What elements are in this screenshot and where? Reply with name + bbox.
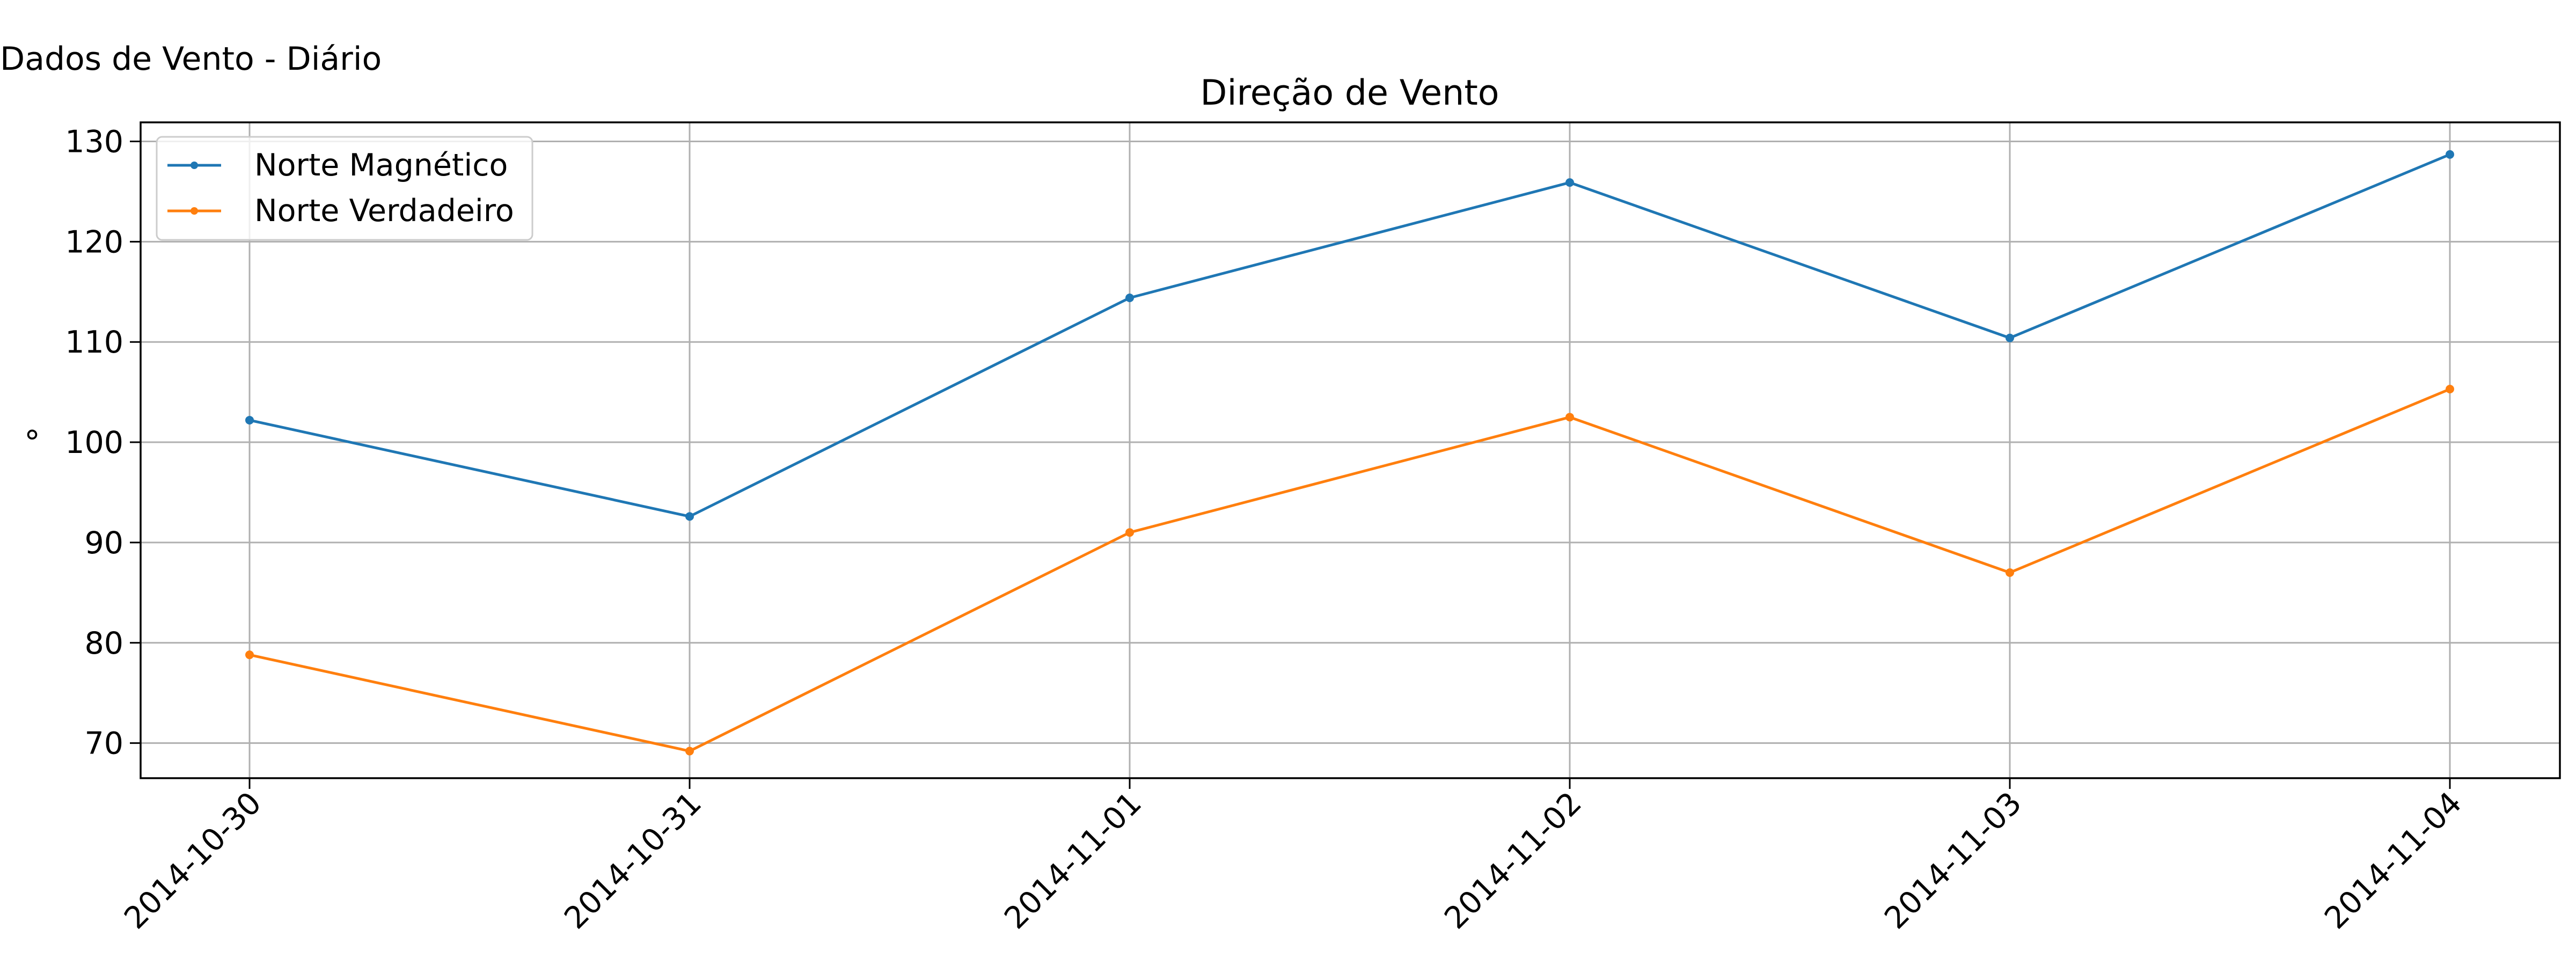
data-point	[1125, 293, 1134, 302]
legend-label-norte-verdadeiro: Norte Verdadeiro	[254, 193, 514, 229]
figure-suptitle: Dados de Vento - Diário	[0, 40, 382, 78]
y-axis-label: °	[24, 424, 40, 462]
legend-label-norte-magnetico: Norte Magnético	[254, 148, 508, 183]
y-tick-label: 130	[65, 125, 123, 160]
legend-frame	[156, 136, 533, 241]
series-layer	[245, 150, 2454, 756]
data-point	[245, 415, 254, 425]
y-tick-label: 80	[84, 626, 123, 661]
y-tick-label: 120	[65, 224, 123, 260]
series-line-1	[249, 387, 2450, 753]
y-tick-label: 70	[84, 726, 123, 762]
grid-lines	[141, 122, 2560, 778]
data-point	[685, 512, 694, 521]
data-point	[1565, 178, 1574, 187]
data-point	[2446, 385, 2454, 394]
data-point	[1565, 413, 1574, 422]
y-tick-label: 100	[65, 425, 123, 460]
y-tick-label: 110	[65, 325, 123, 360]
data-point	[2446, 150, 2454, 159]
data-point	[1125, 528, 1134, 537]
legend: Norte Magnético Norte Verdadeiro	[156, 136, 533, 241]
series-line-0	[249, 153, 2450, 518]
y-tick-label: 90	[84, 525, 123, 561]
data-point	[2006, 333, 2014, 342]
plot-frame	[140, 121, 2561, 779]
data-point	[245, 650, 254, 660]
legend-marker-norte-verdadeiro	[191, 207, 198, 215]
data-point	[2006, 568, 2014, 577]
data-point	[685, 747, 694, 756]
chart-title: Direção de Vento	[1200, 73, 1499, 113]
legend-marker-norte-magnetico	[191, 162, 198, 169]
